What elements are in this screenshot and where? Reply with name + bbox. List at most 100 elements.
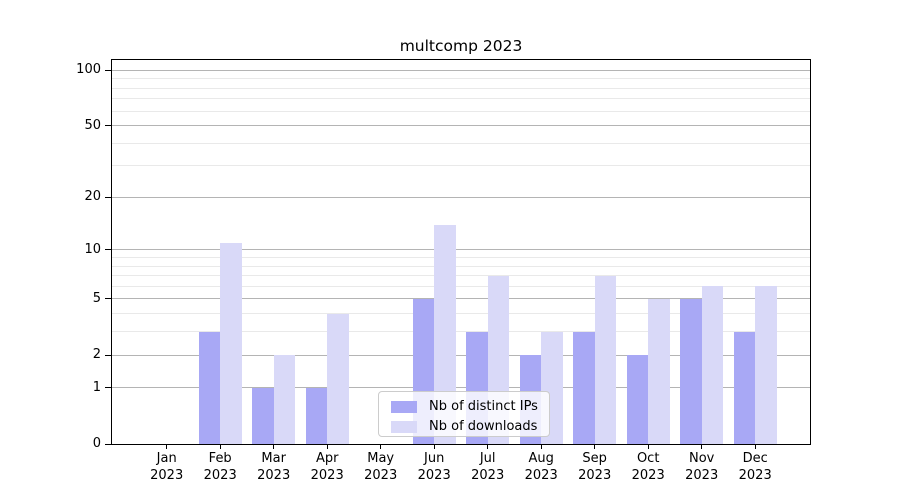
- x-tick-label-may: May 2023: [353, 451, 409, 484]
- x-tick-jun: [433, 444, 435, 449]
- x-tick-year-nov: 2023: [685, 467, 719, 483]
- y-tick-5: [105, 298, 111, 300]
- minor-gridline-y-70: [112, 98, 810, 100]
- minor-gridline-y-80: [112, 87, 810, 89]
- x-tick-label-jul: Jul 2023: [460, 451, 516, 484]
- x-tick-jul: [487, 444, 489, 449]
- bar-distinct-ips-nov: [680, 298, 702, 444]
- legend: Nb of distinct IPs Nb of downloads: [378, 391, 550, 437]
- major-gridline-y-20: [112, 196, 810, 198]
- minor-gridline-y-7: [112, 275, 810, 277]
- y-tick-100: [105, 69, 111, 71]
- y-tick-50: [105, 125, 111, 127]
- x-tick-month-feb: Feb: [208, 451, 232, 466]
- x-tick-year-jan: 2023: [150, 467, 184, 483]
- x-tick-year-jun: 2023: [417, 467, 451, 483]
- x-tick-label-feb: Feb 2023: [192, 451, 248, 484]
- minor-gridline-y-60: [112, 110, 810, 112]
- major-gridline-y-100: [112, 69, 810, 71]
- x-tick-feb: [219, 444, 221, 449]
- x-tick-month-jan: Jan: [156, 451, 177, 466]
- x-tick-label-nov: Nov 2023: [674, 451, 730, 484]
- y-tick-label-100: 100: [76, 62, 101, 78]
- legend-label-distinct-ips: Nb of distinct IPs: [429, 399, 538, 414]
- x-tick-month-may: May: [367, 451, 395, 466]
- x-tick-month-oct: Oct: [636, 451, 660, 466]
- x-tick-month-sep: Sep: [582, 451, 607, 466]
- x-tick-year-aug: 2023: [524, 467, 558, 483]
- y-tick-label-1: 1: [92, 379, 101, 395]
- y-tick-20: [105, 196, 111, 198]
- x-tick-label-jan: Jan 2023: [139, 451, 195, 484]
- x-tick-label-oct: Oct 2023: [620, 451, 676, 484]
- bar-downloads-mar: [273, 355, 296, 444]
- y-tick-label-20: 20: [84, 189, 101, 205]
- x-tick-label-apr: Apr 2023: [299, 451, 355, 484]
- y-tick-2: [105, 354, 111, 356]
- x-tick-dec: [754, 444, 756, 449]
- minor-gridline-y-9: [112, 257, 810, 259]
- x-tick-year-oct: 2023: [631, 467, 665, 483]
- major-gridline-y-10: [112, 249, 810, 251]
- y-tick-label-0: 0: [92, 436, 101, 451]
- bar-downloads-dec: [755, 286, 777, 444]
- bar-distinct-ips-apr: [305, 387, 328, 444]
- x-tick-year-sep: 2023: [578, 467, 612, 483]
- bar-downloads-apr: [327, 313, 349, 444]
- x-tick-month-jul: Jul: [479, 451, 496, 466]
- x-tick-apr: [326, 444, 328, 449]
- x-tick-label-aug: Aug 2023: [513, 451, 569, 484]
- legend-item-downloads: Nb of downloads: [387, 417, 541, 437]
- x-tick-jan: [166, 444, 168, 449]
- minor-gridline-y-8: [112, 265, 810, 267]
- legend-item-distinct-ips: Nb of distinct IPs: [387, 397, 541, 417]
- bar-distinct-ips-feb: [198, 331, 221, 444]
- x-tick-may: [380, 444, 382, 449]
- y-tick-10: [105, 249, 111, 251]
- x-tick-nov: [701, 444, 703, 449]
- x-tick-year-dec: 2023: [738, 467, 772, 483]
- bar-downloads-feb: [220, 242, 242, 444]
- bar-distinct-ips-sep: [573, 331, 595, 444]
- x-tick-sep: [594, 444, 596, 449]
- bar-downloads-oct: [648, 298, 670, 444]
- bar-downloads-nov: [701, 286, 724, 444]
- bar-distinct-ips-dec: [733, 331, 756, 444]
- bar-downloads-jun: [434, 224, 456, 444]
- x-tick-label-dec: Dec 2023: [727, 451, 783, 484]
- x-tick-mar: [273, 444, 275, 449]
- plot-area: [111, 59, 811, 445]
- y-tick-label-50: 50: [84, 117, 101, 133]
- x-tick-month-jun: Jun: [424, 451, 445, 466]
- minor-gridline-y-90: [112, 78, 810, 80]
- x-tick-year-may: 2023: [364, 467, 398, 483]
- legend-swatch-distinct-ips-icon: [391, 401, 417, 413]
- major-gridline-y-50: [112, 125, 810, 127]
- x-tick-month-apr: Apr: [315, 451, 339, 466]
- x-tick-month-nov: Nov: [689, 451, 715, 466]
- y-tick-1: [105, 387, 111, 389]
- x-tick-aug: [540, 444, 542, 449]
- legend-swatch-downloads-icon: [391, 421, 417, 433]
- y-tick-0: [105, 443, 111, 445]
- bar-distinct-ips-mar: [252, 387, 274, 444]
- minor-gridline-y-40: [112, 142, 810, 144]
- y-tick-label-10: 10: [84, 241, 101, 257]
- x-tick-year-feb: 2023: [203, 467, 237, 483]
- x-tick-label-sep: Sep 2023: [567, 451, 623, 484]
- x-tick-month-mar: Mar: [261, 451, 286, 466]
- x-tick-year-mar: 2023: [257, 467, 291, 483]
- x-tick-month-dec: Dec: [742, 451, 768, 466]
- bar-distinct-ips-oct: [626, 355, 649, 444]
- legend-label-downloads: Nb of downloads: [429, 419, 538, 434]
- x-tick-oct: [647, 444, 649, 449]
- x-tick-month-aug: Aug: [528, 451, 554, 466]
- chart-title: multcomp 2023: [399, 37, 523, 55]
- bar-downloads-sep: [594, 275, 617, 444]
- y-tick-label-5: 5: [92, 290, 101, 306]
- x-tick-label-jun: Jun 2023: [406, 451, 462, 484]
- y-tick-label-2: 2: [92, 347, 101, 363]
- minor-gridline-y-30: [112, 165, 810, 167]
- x-tick-label-mar: Mar 2023: [246, 451, 302, 484]
